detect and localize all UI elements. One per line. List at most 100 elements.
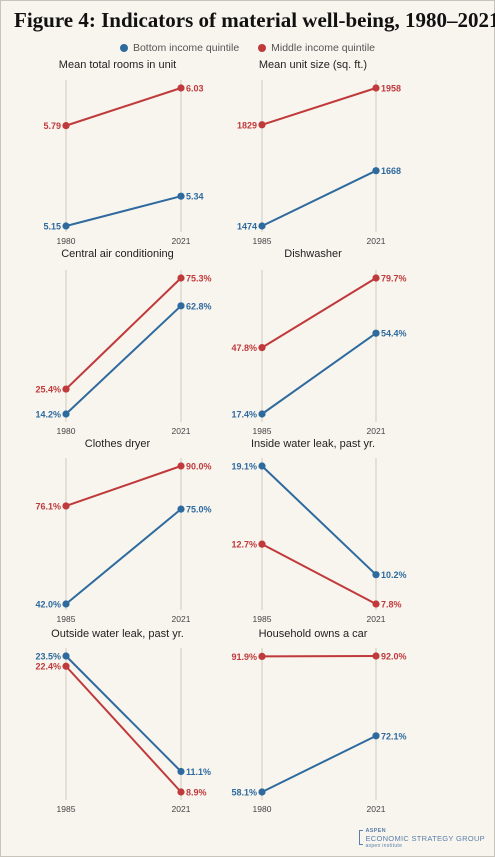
x-tick-label: 1980 <box>57 236 76 246</box>
x-tick-label: 2021 <box>367 426 386 436</box>
data-label: 11.1% <box>186 767 211 777</box>
series-line <box>65 87 182 127</box>
x-tick-label: 2021 <box>367 614 386 624</box>
x-tick-label: 1985 <box>253 236 272 246</box>
legend-item-middle: Middle income quintile <box>258 42 375 54</box>
x-tick-label: 1980 <box>57 426 76 436</box>
data-point <box>372 329 380 337</box>
data-point <box>258 410 266 418</box>
data-label: 1668 <box>381 166 401 176</box>
panel-title: Dishwasher <box>284 248 342 260</box>
series-line <box>65 665 182 793</box>
data-label: 54.4% <box>381 329 407 339</box>
data-point <box>177 84 185 92</box>
data-point <box>177 302 185 310</box>
series-line <box>261 543 377 605</box>
data-point <box>258 121 266 129</box>
data-label: 22.4% <box>35 662 61 672</box>
data-label: 72.1% <box>381 731 407 741</box>
figure-title: Figure 4: Indicators of material well-be… <box>14 8 495 32</box>
legend-dot-bottom <box>119 44 128 52</box>
data-label: 6.03 <box>186 84 204 94</box>
logo-brand-top: ASPEN <box>365 828 386 834</box>
data-point <box>62 652 70 660</box>
data-point <box>258 344 266 352</box>
panel-title: Clothes dryer <box>85 438 151 450</box>
x-tick-label: 2021 <box>172 614 191 624</box>
data-point <box>258 222 266 230</box>
data-label: 42.0% <box>35 600 61 610</box>
panel-title: Mean unit size (sq. ft.) <box>259 59 367 71</box>
data-label: 91.9% <box>231 652 257 662</box>
series-line <box>261 169 377 227</box>
data-label: 1958 <box>381 84 401 94</box>
data-label: 90.0% <box>186 462 212 472</box>
logo-brand-main: ECONOMIC STRATEGY GROUP <box>365 834 485 843</box>
x-tick-label: 2021 <box>172 804 191 814</box>
series-line <box>261 734 377 793</box>
data-point <box>177 505 185 513</box>
data-point <box>177 767 185 776</box>
series-line <box>65 195 182 227</box>
data-label: 58.1% <box>231 788 257 798</box>
data-point <box>177 462 185 470</box>
data-point <box>372 167 380 175</box>
series-line <box>65 305 182 415</box>
data-point <box>258 788 266 796</box>
data-label: 14.2% <box>35 410 61 420</box>
panel-title: Central air conditioning <box>61 248 174 260</box>
data-point <box>372 571 380 579</box>
data-label: 5.34 <box>186 192 204 202</box>
series-line <box>65 465 182 507</box>
data-point <box>62 385 70 393</box>
x-tick-label: 1985 <box>253 426 272 436</box>
x-tick-label: 1985 <box>253 614 272 624</box>
data-label: 47.8% <box>231 343 257 353</box>
x-tick-label: 2021 <box>367 236 386 246</box>
data-label: 75.3% <box>186 274 212 284</box>
series-line <box>65 277 182 390</box>
legend-dot-middle <box>258 44 267 52</box>
logo-bracket <box>359 830 364 845</box>
data-label: 17.4% <box>231 410 257 420</box>
data-point <box>258 462 266 470</box>
aspen-logo: ASPEN ECONOMIC STRATEGY GROUP aspen inst… <box>359 828 485 849</box>
data-point <box>177 274 185 282</box>
data-label: 25.4% <box>35 385 61 395</box>
data-point <box>177 788 185 796</box>
data-point <box>372 652 380 660</box>
data-point <box>372 84 380 92</box>
data-label: 19.1% <box>231 462 257 472</box>
data-label: 7.8% <box>381 600 402 610</box>
x-tick-label: 1985 <box>57 614 76 624</box>
data-label: 79.7% <box>381 274 407 284</box>
data-label: 5.15 <box>43 222 61 232</box>
data-label: 12.7% <box>231 540 257 550</box>
x-tick-label: 1980 <box>253 804 272 814</box>
data-label: 1474 <box>237 222 257 232</box>
data-point <box>62 502 70 510</box>
data-point <box>62 222 70 230</box>
data-label: 62.8% <box>186 301 212 311</box>
data-point <box>62 410 70 418</box>
data-point <box>62 662 70 670</box>
logo-brand-sub: aspen institute <box>365 843 403 849</box>
data-label: 76.1% <box>35 501 61 511</box>
data-label: 23.5% <box>35 652 61 662</box>
x-tick-label: 2021 <box>172 426 191 436</box>
legend-label-middle: Middle income quintile <box>271 42 376 54</box>
legend-label-bottom: Bottom income quintile <box>132 42 240 54</box>
series-line <box>65 655 182 773</box>
data-point <box>258 652 266 661</box>
legend: Bottom income quintile Middle income qui… <box>0 42 495 54</box>
data-point <box>177 192 185 200</box>
x-tick-label: 1985 <box>57 804 76 814</box>
data-label: 1829 <box>237 120 257 130</box>
series-line <box>261 87 377 126</box>
series-line <box>261 332 377 415</box>
data-label: 5.79 <box>43 121 61 131</box>
data-point <box>62 600 70 608</box>
series-line <box>261 277 377 349</box>
panel-title: Outside water leak, past yr. <box>51 628 184 640</box>
